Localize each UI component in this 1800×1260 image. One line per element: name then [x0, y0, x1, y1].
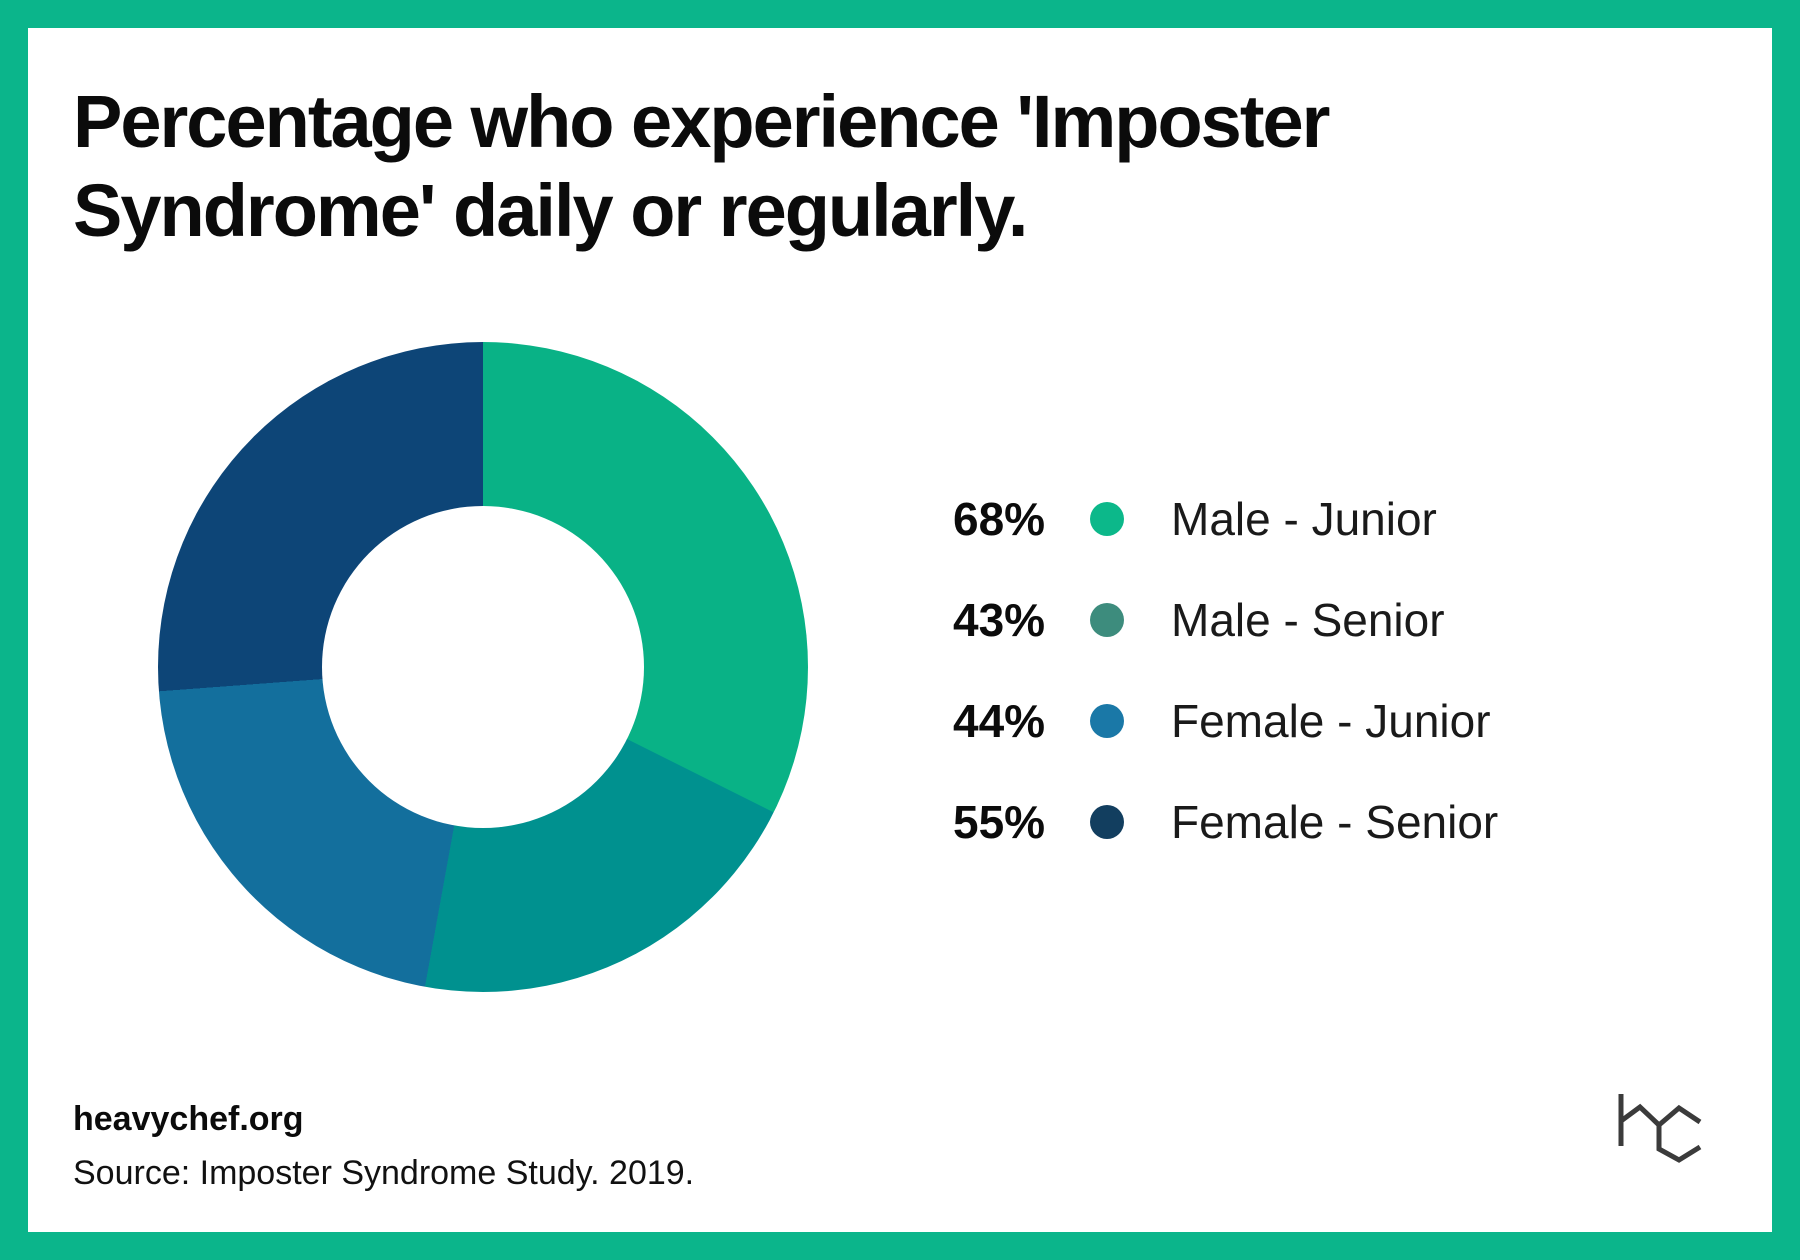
legend-value: 44%: [953, 694, 1046, 747]
legend-row-male-senior: 43% Male - Senior: [953, 569, 1498, 670]
legend-label: Female - Senior: [1171, 795, 1499, 848]
chart-legend: 68% Male - Junior 43% Male - Senior 44% …: [953, 468, 1498, 872]
legend-dot-icon: [1090, 602, 1124, 637]
legend-value: 55%: [953, 795, 1046, 848]
legend-value: 43%: [953, 593, 1046, 646]
site-name: heavychef.org: [73, 1100, 304, 1138]
chart-title: Percentage who experience 'Imposter Synd…: [73, 80, 1330, 252]
footer: heavychef.org Source: Imposter Syndrome …: [73, 1096, 694, 1196]
logo-c-stroke: [1656, 1104, 1702, 1163]
logo-h-stroke: [1618, 1094, 1661, 1146]
legend-label: Male - Junior: [1171, 492, 1437, 545]
legend-label: Male - Senior: [1171, 593, 1445, 646]
donut-chart: [158, 342, 808, 992]
legend-dot-icon: [1090, 804, 1124, 839]
heavychef-logo-icon: [1618, 1094, 1702, 1163]
legend-row-male-junior: 68% Male - Junior: [953, 468, 1498, 569]
source-text: Source: Imposter Syndrome Study. 2019.: [73, 1154, 695, 1192]
legend-row-female-junior: 44% Female - Junior: [953, 670, 1498, 771]
legend-row-female-senior: 55% Female - Senior: [953, 771, 1498, 872]
legend-dot-icon: [1090, 501, 1124, 536]
legend-value: 68%: [953, 492, 1046, 545]
legend-label: Female - Junior: [1171, 694, 1491, 747]
infographic-card: Percentage who experience 'Imposter Synd…: [28, 28, 1772, 1232]
legend-dot-icon: [1090, 703, 1124, 738]
donut-hole: [322, 506, 644, 828]
